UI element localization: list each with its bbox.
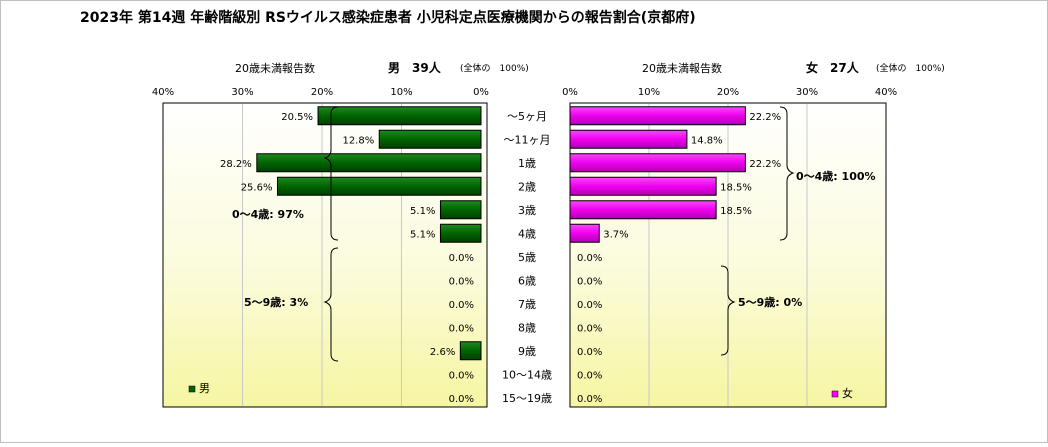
female-bar bbox=[569, 200, 717, 220]
female-data-label: 0.0% bbox=[577, 347, 602, 358]
male-data-label: 0.0% bbox=[449, 253, 474, 264]
age-category-label: 9歳 bbox=[518, 345, 536, 358]
male-bar bbox=[276, 176, 482, 196]
male-annotation-0-4: 0～4歳: 97% bbox=[232, 207, 304, 221]
age-category-label: 4歳 bbox=[518, 227, 536, 240]
male-data-label: 12.8% bbox=[342, 135, 374, 146]
female-data-label: 22.2% bbox=[749, 112, 781, 123]
male-header-total: (全体の 100%) bbox=[460, 62, 529, 74]
female-header-sex: 女 bbox=[806, 60, 818, 75]
female-data-label: 18.5% bbox=[720, 206, 752, 217]
male-bar bbox=[439, 223, 482, 243]
female-data-labels: 22.2% 14.8% 22.2% 18.5% 18.5% 3.7% 0.0% 0.0% 0.0… bbox=[577, 112, 781, 405]
female-x-tick-labels: 0% 10% 20% 30% 40% bbox=[562, 87, 897, 98]
female-bars bbox=[569, 106, 746, 243]
male-legend-label: 男 bbox=[199, 382, 210, 395]
male-x-tick-label: 0% bbox=[473, 87, 489, 98]
female-annotation-5-9: 5～9歳: 0% bbox=[738, 295, 802, 309]
female-x-tick-label: 20% bbox=[717, 87, 739, 98]
male-data-label: 5.1% bbox=[410, 206, 435, 217]
male-bar bbox=[439, 200, 482, 220]
age-category-label: ～11ヶ月 bbox=[504, 133, 551, 146]
age-category-label: ～5ヶ月 bbox=[507, 110, 547, 123]
age-category-label: 10～14歳 bbox=[502, 368, 552, 381]
male-bracket-5-9 bbox=[323, 247, 339, 362]
age-category-label: 7歳 bbox=[518, 298, 536, 311]
male-data-label: 0.0% bbox=[449, 276, 474, 287]
male-bar bbox=[459, 341, 482, 361]
male-bracket-0-4 bbox=[323, 106, 339, 241]
female-data-label: 0.0% bbox=[577, 276, 602, 287]
age-category-label: 3歳 bbox=[518, 204, 536, 217]
chart-title: 2023年 第14週 年齢階級別 RSウイルス感染症患者 小児科定点医療機関から… bbox=[80, 9, 696, 26]
male-data-label: 20.5% bbox=[281, 112, 313, 123]
female-axis-title: 20歳未満報告数 bbox=[642, 62, 722, 75]
female-x-tick-label: 0% bbox=[562, 87, 578, 98]
female-bar bbox=[569, 153, 746, 173]
female-header-count: 27人 bbox=[830, 60, 860, 75]
male-header-sex: 男 bbox=[388, 61, 400, 75]
female-data-label: 0.0% bbox=[577, 300, 602, 311]
female-bracket-5-9 bbox=[720, 265, 736, 356]
male-data-label: 0.0% bbox=[449, 300, 474, 311]
male-x-tick-label: 40% bbox=[152, 87, 174, 98]
female-annotation-0-4: 0～4歳: 100% bbox=[796, 169, 876, 183]
female-header-total: (全体の 100%) bbox=[876, 62, 945, 74]
female-x-tick-label: 10% bbox=[638, 87, 660, 98]
male-data-label: 2.6% bbox=[430, 347, 455, 358]
female-data-label: 22.2% bbox=[749, 159, 781, 170]
female-data-label: 0.0% bbox=[577, 394, 602, 405]
male-bar bbox=[317, 106, 482, 126]
age-category-label: 6歳 bbox=[518, 274, 536, 287]
male-data-label: 0.0% bbox=[449, 394, 474, 405]
male-data-label: 0.0% bbox=[449, 370, 474, 381]
male-bars bbox=[256, 106, 482, 361]
age-category-label: 2歳 bbox=[518, 180, 536, 193]
male-legend-swatch bbox=[188, 385, 196, 393]
male-x-tick-label: 10% bbox=[390, 87, 412, 98]
age-category-label: 5歳 bbox=[518, 251, 536, 264]
male-data-label: 28.2% bbox=[220, 159, 252, 170]
male-x-tick-label: 30% bbox=[231, 87, 253, 98]
female-bar bbox=[569, 106, 746, 126]
female-bar bbox=[569, 223, 600, 243]
female-data-label: 18.5% bbox=[720, 182, 752, 193]
female-bracket-0-4 bbox=[779, 106, 795, 241]
female-data-label: 0.0% bbox=[577, 370, 602, 381]
male-bar bbox=[378, 129, 482, 149]
female-data-label: 3.7% bbox=[603, 229, 628, 240]
female-data-label: 0.0% bbox=[577, 253, 602, 264]
female-panel: 20歳未満報告数 女 27人 (全体の 100%) 0% 10% 20% 30% 40%… bbox=[562, 60, 945, 408]
female-legend-swatch bbox=[831, 390, 839, 398]
female-data-label: 0.0% bbox=[577, 323, 602, 334]
male-bar bbox=[256, 153, 482, 173]
age-category-label: 8歳 bbox=[518, 321, 536, 334]
male-panel: 20歳未満報告数 男 39人 (全体の 100%) 40% 30% 20% 10% 0%… bbox=[152, 60, 529, 408]
female-bar bbox=[569, 129, 688, 149]
male-data-label: 25.6% bbox=[241, 182, 273, 193]
male-data-labels: 20.5% 12.8% 28.2% 25.6% 5.1% 5.1% 0.0% 0.0% 0.0%… bbox=[220, 112, 474, 405]
female-data-label: 14.8% bbox=[691, 135, 723, 146]
female-bar bbox=[569, 176, 717, 196]
female-x-tick-label: 40% bbox=[875, 87, 897, 98]
male-header-count: 39人 bbox=[412, 60, 442, 75]
female-legend-label: 女 bbox=[842, 386, 853, 400]
age-category-labels: ～5ヶ月 ～11ヶ月 1歳 2歳 3歳 4歳 5歳 6歳 7歳 8歳 9歳 10～14歳 15～19歳 bbox=[502, 110, 552, 405]
male-annotation-5-9: 5～9歳: 3% bbox=[244, 295, 308, 309]
male-x-tick-label: 20% bbox=[311, 87, 333, 98]
age-category-label: 15～19歳 bbox=[502, 392, 552, 405]
male-data-label: 0.0% bbox=[449, 323, 474, 334]
male-x-tick-labels: 40% 30% 20% 10% 0% bbox=[152, 87, 489, 98]
age-category-label: 1歳 bbox=[518, 157, 536, 170]
male-axis-title: 20歳未満報告数 bbox=[235, 62, 315, 75]
female-x-tick-label: 30% bbox=[796, 87, 818, 98]
male-data-label: 5.1% bbox=[410, 229, 435, 240]
